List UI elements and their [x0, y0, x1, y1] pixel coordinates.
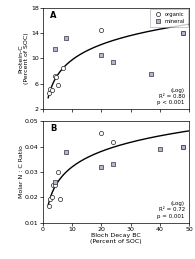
- Point: [51, 183, 55, 187]
- Point: [65, 36, 68, 40]
- Y-axis label: Protein-C
(Percent of SOC): Protein-C (Percent of SOC): [19, 33, 29, 84]
- Point: [158, 147, 161, 151]
- Point: [47, 204, 50, 208]
- Point: [53, 183, 56, 187]
- Point: [100, 53, 103, 57]
- Point: [53, 74, 56, 78]
- Text: (Log)
R² = 0.72
p = 0.001: (Log) R² = 0.72 p = 0.001: [157, 201, 185, 219]
- Point: [50, 195, 53, 199]
- Point: [62, 66, 65, 70]
- Text: (Log)
R² = 0.80
p < 0.001: (Log) R² = 0.80 p < 0.001: [157, 88, 185, 105]
- Point: [182, 145, 185, 149]
- Point: [47, 91, 50, 95]
- Point: [54, 75, 58, 80]
- Point: [53, 47, 56, 51]
- Point: [150, 72, 153, 76]
- Point: [65, 150, 68, 154]
- Point: [59, 197, 62, 201]
- Point: [100, 165, 103, 169]
- Point: [100, 131, 103, 135]
- Point: [182, 145, 185, 149]
- Text: A: A: [50, 11, 57, 20]
- Point: [56, 83, 59, 87]
- X-axis label: Bloch Decay BC
(Percent of SOC): Bloch Decay BC (Percent of SOC): [90, 233, 142, 244]
- Point: [182, 31, 185, 35]
- Point: [50, 88, 53, 92]
- Point: [100, 28, 103, 32]
- Point: [49, 197, 52, 201]
- Point: [182, 31, 185, 35]
- Point: [56, 170, 59, 174]
- Point: [49, 87, 52, 91]
- Point: [112, 140, 115, 144]
- Point: [112, 60, 115, 64]
- Text: B: B: [50, 124, 57, 133]
- Legend: organic, mineral: organic, mineral: [150, 9, 188, 27]
- Point: [53, 180, 56, 184]
- Y-axis label: Molar N : C Ratio: Molar N : C Ratio: [19, 146, 24, 198]
- Point: [112, 162, 115, 167]
